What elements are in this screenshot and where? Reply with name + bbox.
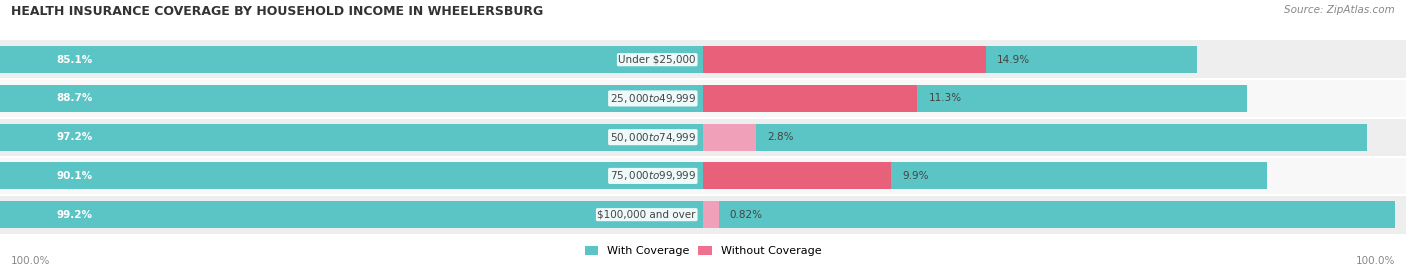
Bar [0, 46, 1197, 73]
Text: Under $25,000: Under $25,000 [619, 55, 696, 65]
Text: 9.9%: 9.9% [903, 171, 928, 181]
Bar [0, 85, 1247, 112]
Bar [0, 157, 1406, 195]
Text: $25,000 to $49,999: $25,000 to $49,999 [610, 92, 696, 105]
Text: 14.9%: 14.9% [997, 55, 1031, 65]
Bar [0, 124, 1367, 151]
Text: 2.8%: 2.8% [768, 132, 794, 142]
Bar [0, 201, 1395, 228]
Text: 97.2%: 97.2% [56, 132, 93, 142]
Bar [0, 118, 1406, 157]
Bar [0, 195, 1406, 234]
Text: $100,000 and over: $100,000 and over [598, 210, 696, 220]
Text: 99.2%: 99.2% [56, 210, 93, 220]
Bar [0, 162, 1267, 189]
Bar [703, 46, 986, 73]
Text: $75,000 to $99,999: $75,000 to $99,999 [610, 169, 696, 182]
Bar [703, 162, 891, 189]
Text: 88.7%: 88.7% [56, 93, 93, 104]
Bar [0, 79, 1406, 118]
Bar [703, 201, 718, 228]
Text: 85.1%: 85.1% [56, 55, 93, 65]
Bar [703, 124, 756, 151]
Text: 11.3%: 11.3% [929, 93, 962, 104]
Text: 90.1%: 90.1% [56, 171, 93, 181]
Text: 0.82%: 0.82% [730, 210, 763, 220]
Text: 100.0%: 100.0% [1355, 256, 1395, 266]
Text: HEALTH INSURANCE COVERAGE BY HOUSEHOLD INCOME IN WHEELERSBURG: HEALTH INSURANCE COVERAGE BY HOUSEHOLD I… [11, 5, 544, 18]
Legend: With Coverage, Without Coverage: With Coverage, Without Coverage [581, 241, 825, 261]
Text: $50,000 to $74,999: $50,000 to $74,999 [610, 131, 696, 144]
Bar [703, 85, 918, 112]
Text: Source: ZipAtlas.com: Source: ZipAtlas.com [1284, 5, 1395, 15]
Bar [0, 40, 1406, 79]
Text: 100.0%: 100.0% [11, 256, 51, 266]
